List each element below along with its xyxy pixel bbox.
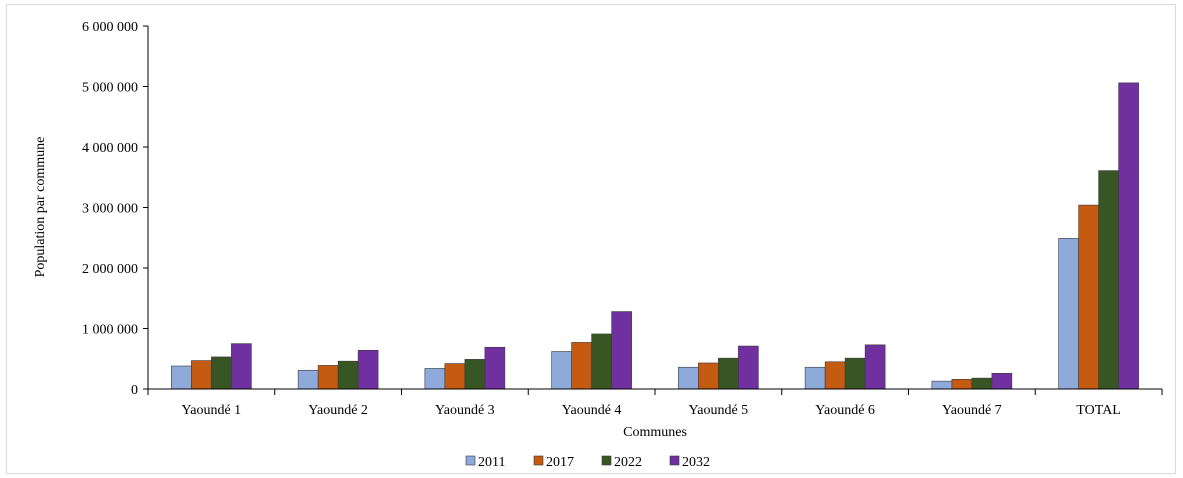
bar-2022-yaoundé-2 bbox=[337, 360, 359, 390]
x-tick-label: Yaoundé 6 bbox=[815, 403, 875, 418]
bar-2032-yaoundé-2 bbox=[357, 349, 379, 390]
bar-2017-yaoundé-5 bbox=[698, 362, 719, 390]
legend-label-2032: 2032 bbox=[682, 455, 710, 470]
bar-2032-yaoundé-4 bbox=[611, 311, 632, 390]
bar-2017-total bbox=[1078, 204, 1099, 390]
bar-2017-yaoundé-2 bbox=[317, 365, 339, 390]
bar-2011-yaoundé-1 bbox=[171, 365, 192, 390]
y-tick-label: 5 000 000 bbox=[82, 81, 138, 96]
y-tick-label: 2 000 000 bbox=[82, 262, 138, 277]
bar-2022-yaoundé-7 bbox=[971, 377, 993, 390]
bar-2011-total bbox=[1058, 238, 1079, 390]
bar-2032-yaoundé-1 bbox=[231, 343, 252, 390]
bar-2017-yaoundé-1 bbox=[191, 360, 212, 390]
bar-2032-yaoundé-3 bbox=[484, 346, 506, 390]
bar-2032-yaoundé-6 bbox=[864, 344, 886, 390]
bar-2022-yaoundé-3 bbox=[464, 359, 486, 390]
legend-label-2011: 2011 bbox=[478, 455, 505, 470]
y-tick-label: 4 000 000 bbox=[82, 141, 138, 156]
x-tick-label: Yaoundé 1 bbox=[182, 403, 242, 418]
bar-2011-yaoundé-2 bbox=[297, 369, 319, 390]
legend-swatch-2032 bbox=[669, 455, 680, 466]
bar-2017-yaoundé-4 bbox=[571, 342, 592, 390]
bar-2032-total bbox=[1118, 82, 1139, 390]
bar-2011-yaoundé-7 bbox=[931, 380, 953, 390]
bar-2011-yaoundé-3 bbox=[424, 368, 446, 390]
bar-2011-yaoundé-4 bbox=[551, 351, 572, 390]
bar-2022-yaoundé-4 bbox=[591, 333, 612, 390]
legend-swatch-2017 bbox=[533, 455, 544, 466]
y-tick-label: 3 000 000 bbox=[82, 202, 138, 217]
legend: 2011 2017 2022 2032 bbox=[465, 455, 710, 470]
bars-group bbox=[171, 82, 1139, 390]
bar-2022-yaoundé-6 bbox=[844, 357, 866, 390]
bar-2017-yaoundé-7 bbox=[951, 379, 973, 390]
y-tick-label: 6 000 000 bbox=[82, 20, 138, 35]
legend-swatch-2022 bbox=[601, 455, 612, 466]
x-tick-label: Yaoundé 3 bbox=[435, 403, 495, 418]
x-tick-label: Yaoundé 7 bbox=[942, 403, 1002, 418]
legend-swatch-2011 bbox=[465, 455, 476, 466]
bar-2022-total bbox=[1098, 170, 1119, 390]
legend-label-2022: 2022 bbox=[614, 455, 642, 470]
bar-2011-yaoundé-6 bbox=[804, 366, 826, 390]
y-tick-label: 1 000 000 bbox=[82, 323, 138, 338]
x-tick-label: Yaoundé 5 bbox=[689, 403, 749, 418]
chart-frame bbox=[6, 4, 1176, 474]
bar-2017-yaoundé-3 bbox=[444, 363, 466, 390]
bar-2017-yaoundé-6 bbox=[824, 361, 846, 390]
x-tick-label: TOTAL bbox=[1076, 403, 1121, 418]
y-tick-label: 0 bbox=[131, 383, 138, 398]
bar-2022-yaoundé-1 bbox=[211, 356, 232, 390]
y-axis-title: Population par commune bbox=[33, 137, 48, 278]
x-tick-label: Yaoundé 2 bbox=[308, 403, 368, 418]
bar-2032-yaoundé-5 bbox=[738, 345, 759, 390]
bar-2011-yaoundé-5 bbox=[678, 366, 699, 390]
axes-group: 0 1 000 000 2 000 000 3 000 000 4 000 000 5 0… bbox=[82, 20, 1163, 418]
x-tick-label: Yaoundé 4 bbox=[562, 403, 622, 418]
legend-label-2017: 2017 bbox=[546, 455, 574, 470]
bar-2032-yaoundé-7 bbox=[991, 372, 1013, 390]
bar-2022-yaoundé-5 bbox=[718, 357, 739, 390]
x-axis-title: Communes bbox=[623, 425, 687, 440]
